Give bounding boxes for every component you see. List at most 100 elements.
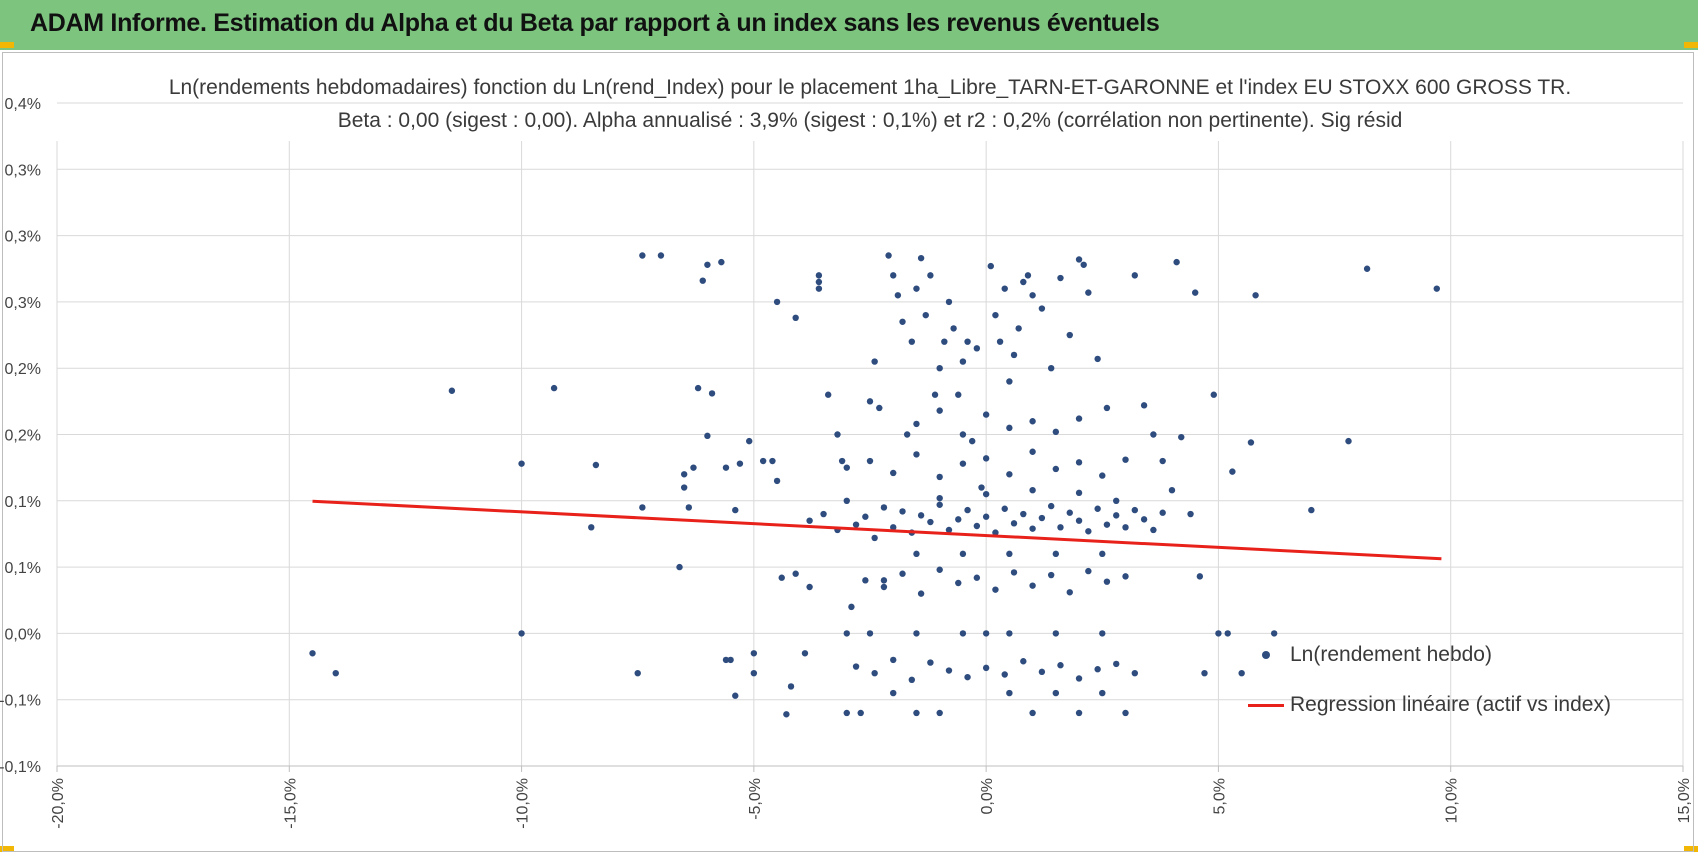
y-tick-label: 0,1%	[5, 560, 41, 577]
scatter-point	[592, 461, 600, 469]
scatter-point	[899, 318, 906, 325]
corner-accent-left	[0, 42, 14, 48]
scatter-point	[973, 345, 981, 352]
scatter-point	[843, 709, 850, 717]
scatter-point	[694, 384, 702, 392]
scatter-point	[732, 692, 739, 699]
scatter-point	[890, 469, 897, 477]
scatter-point	[1363, 265, 1371, 272]
scatter-point	[1066, 331, 1073, 339]
scatter-point	[1178, 433, 1185, 441]
scatter-point	[955, 516, 962, 523]
scatter-point	[1006, 424, 1013, 432]
scatter-point	[1122, 456, 1129, 463]
scatter-point	[1075, 415, 1083, 422]
scatter-point	[927, 272, 934, 279]
scatter-point	[992, 586, 999, 593]
scatter-point	[936, 473, 943, 481]
scatter-point	[1085, 528, 1092, 535]
scatter-point	[1345, 437, 1352, 445]
scatter-point	[876, 404, 883, 412]
scatter-point	[992, 529, 999, 536]
scatter-point	[1201, 669, 1208, 677]
scatter-point	[1057, 524, 1064, 531]
scatter-point	[871, 358, 878, 365]
scatter-point	[1052, 465, 1060, 473]
scatter-point	[843, 630, 850, 637]
scatter-point	[1099, 472, 1106, 479]
scatter-point	[1224, 630, 1231, 637]
scatter-point	[941, 338, 948, 345]
scatter-point	[964, 506, 971, 514]
y-tick-label: 0,2%	[5, 361, 41, 378]
scatter-point	[880, 583, 888, 591]
scatter-point	[1103, 521, 1111, 528]
scatter-point	[1038, 514, 1046, 522]
legend-line-icon	[1248, 703, 1284, 707]
scatter-point	[815, 285, 823, 292]
scatter-point	[978, 484, 985, 491]
scatter-point	[959, 431, 967, 438]
scatter-point	[309, 650, 316, 657]
scatter-point	[982, 630, 990, 637]
scatter-point	[1075, 709, 1083, 717]
scatter-point	[1010, 569, 1018, 576]
scatter-point	[1229, 468, 1236, 475]
scatter-point	[1052, 630, 1060, 637]
scatter-point	[759, 457, 767, 465]
y-tick-label: 0,2%	[5, 428, 41, 445]
scatter-point	[1122, 524, 1129, 531]
scatter-point	[1047, 502, 1055, 510]
scatter-point	[1010, 351, 1018, 359]
scatter-point	[950, 325, 957, 332]
scatter-point	[955, 391, 962, 398]
scatter-point	[1052, 689, 1060, 697]
scatter-point	[1085, 567, 1092, 575]
scatter-point	[945, 667, 953, 674]
corner-accent-right	[1684, 42, 1698, 48]
scatter-point	[936, 709, 943, 717]
regression-line	[312, 499, 1442, 561]
scatter-point	[1131, 272, 1139, 279]
x-tick-label: 5,0%	[1211, 778, 1228, 814]
scatter-point	[890, 689, 897, 697]
scatter-point	[1094, 505, 1101, 512]
scatter-point	[588, 524, 595, 531]
scatter-point	[843, 497, 850, 504]
scatter-point	[1168, 486, 1176, 494]
scatter-point	[852, 521, 860, 528]
scatter-point	[1001, 505, 1008, 512]
scatter-point	[634, 669, 641, 677]
scatter-point	[1057, 662, 1064, 669]
scatter-point	[908, 338, 916, 345]
scatter-point	[1029, 486, 1036, 494]
scatter-point	[708, 390, 716, 397]
scatter-point	[1006, 550, 1013, 558]
scatter-point	[1029, 525, 1036, 532]
scatter-point	[1052, 550, 1060, 558]
scatter-point	[959, 358, 967, 365]
scatter-point	[1015, 325, 1022, 332]
scatter-point	[913, 550, 920, 558]
scatter-point	[1075, 489, 1083, 497]
scatter-point	[964, 338, 971, 345]
scatter-point	[746, 437, 753, 445]
scatter-point	[880, 577, 888, 584]
scatter-point	[1047, 365, 1055, 372]
scatter-point	[890, 524, 897, 531]
scatter-point	[1029, 418, 1036, 425]
y-tick-label: 0,4%	[5, 96, 41, 113]
scatter-point	[657, 252, 665, 259]
scatter-point	[908, 676, 916, 684]
scatter-point	[982, 513, 990, 520]
x-tick-label: -10,0%	[515, 778, 532, 829]
scatter-point	[1080, 261, 1087, 268]
scatter-point	[722, 656, 730, 664]
gridlines	[56, 102, 1684, 772]
scatter-point	[913, 709, 920, 717]
scatter-point	[996, 338, 1004, 345]
scatter-point	[1006, 689, 1013, 697]
scatter-point	[931, 391, 939, 398]
chart-frame	[2, 52, 1694, 852]
scatter-point	[1150, 431, 1157, 438]
